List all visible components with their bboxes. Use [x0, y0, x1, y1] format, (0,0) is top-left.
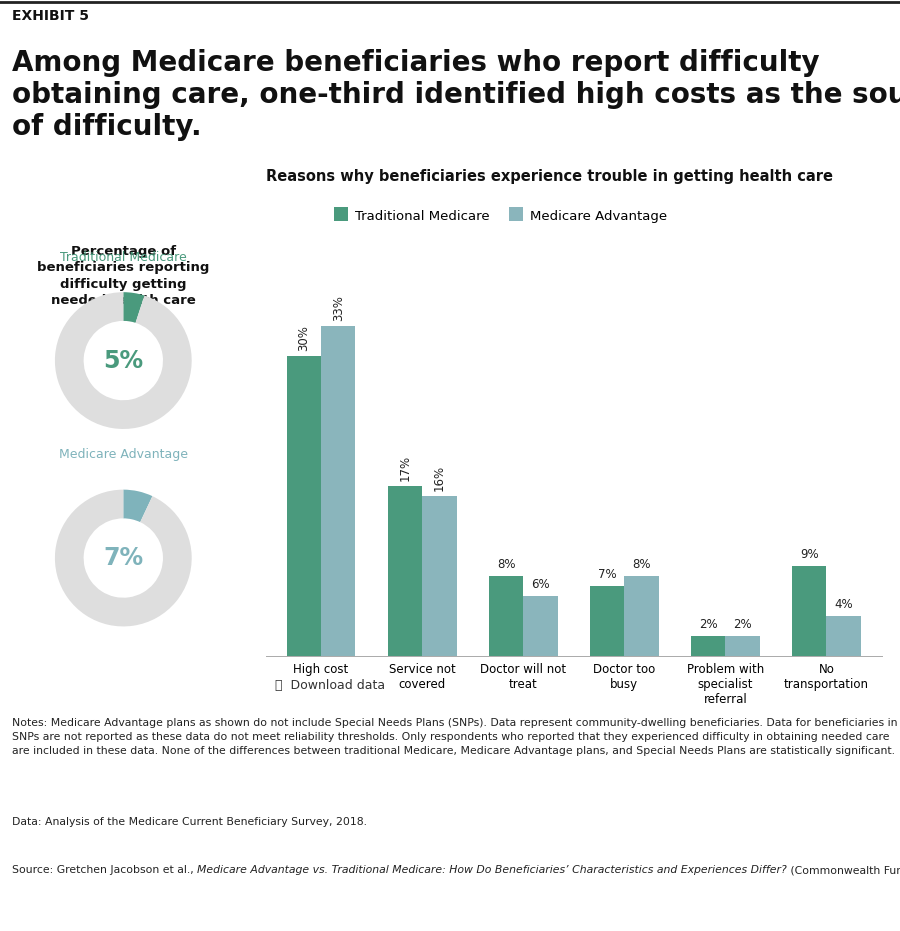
Text: Data: Analysis of the Medicare Current Beneficiary Survey, 2018.: Data: Analysis of the Medicare Current B…	[12, 817, 366, 827]
Text: Percentage of
beneficiaries reporting
difficulty getting
needed health care: Percentage of beneficiaries reporting di…	[37, 245, 210, 307]
Text: Among Medicare beneficiaries who report difficulty
obtaining care, one-third ide: Among Medicare beneficiaries who report …	[12, 48, 900, 142]
Bar	[523, 597, 558, 656]
Wedge shape	[123, 292, 144, 323]
Bar	[792, 566, 826, 656]
Bar	[590, 587, 625, 656]
Text: EXHIBIT 5: EXHIBIT 5	[12, 9, 89, 23]
Text: Medicare Advantage vs. Traditional Medicare: How Do Beneficiaries’ Characteristi: Medicare Advantage vs. Traditional Medic…	[197, 865, 787, 875]
Text: 6%: 6%	[531, 578, 550, 591]
Text: Reasons why beneficiaries experience trouble in getting health care: Reasons why beneficiaries experience tro…	[266, 169, 833, 184]
Text: 16%: 16%	[433, 466, 446, 492]
Text: Traditional Medicare: Traditional Medicare	[60, 250, 186, 263]
Text: (Commonwealth Fund, Oct. 2021).: (Commonwealth Fund, Oct. 2021).	[787, 865, 900, 875]
Text: Notes: Medicare Advantage plans as shown do not include Special Needs Plans (SNP: Notes: Medicare Advantage plans as shown…	[12, 719, 897, 756]
Text: 17%: 17%	[399, 455, 411, 481]
Text: Source: Gretchen Jacobson et al.,: Source: Gretchen Jacobson et al.,	[12, 865, 197, 875]
Text: 8%: 8%	[632, 559, 651, 572]
Bar	[826, 616, 860, 656]
Bar	[388, 486, 422, 656]
Bar	[287, 356, 321, 656]
Legend: Traditional Medicare, Medicare Advantage: Traditional Medicare, Medicare Advantage	[334, 209, 668, 223]
Text: 30%: 30%	[297, 325, 310, 351]
Text: 4%: 4%	[834, 599, 853, 612]
Wedge shape	[55, 292, 192, 429]
Bar	[321, 326, 356, 656]
Bar	[489, 576, 523, 656]
Text: 7%: 7%	[104, 546, 143, 570]
Bar	[625, 576, 659, 656]
Text: 9%: 9%	[800, 548, 818, 561]
Wedge shape	[123, 490, 152, 522]
Wedge shape	[55, 490, 192, 627]
Text: ⤓  Download data: ⤓ Download data	[274, 679, 385, 692]
Bar	[725, 637, 760, 656]
Text: Medicare Advantage: Medicare Advantage	[58, 449, 188, 462]
Text: 2%: 2%	[699, 618, 717, 631]
Bar	[691, 637, 725, 656]
Text: 5%: 5%	[104, 348, 143, 372]
Bar	[422, 496, 456, 656]
Text: 8%: 8%	[497, 559, 516, 572]
Text: 7%: 7%	[598, 568, 616, 581]
Text: 2%: 2%	[734, 618, 752, 631]
Text: 33%: 33%	[332, 295, 345, 321]
